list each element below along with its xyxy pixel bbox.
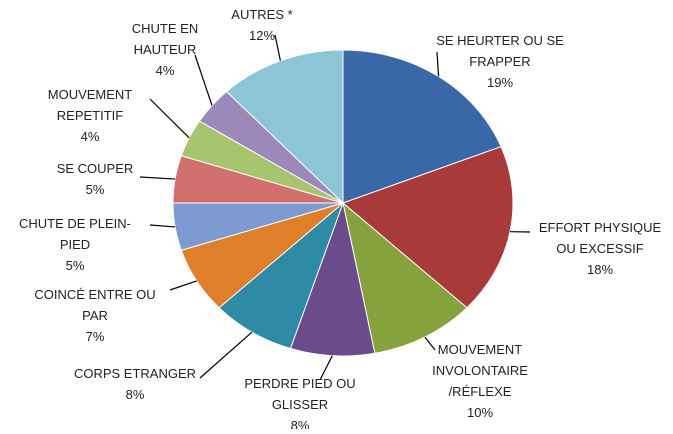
category-label: AUTRES *: [231, 7, 292, 22]
label-line: FRAPPER: [469, 54, 530, 69]
label-line: PIED: [60, 237, 90, 252]
label-line: MOUVEMENT: [438, 342, 523, 357]
label-line: AUTRES *: [231, 7, 292, 22]
label-line: SE COUPER: [57, 161, 134, 176]
leader-line: [275, 35, 280, 61]
category-label: CORPS ETRANGER: [74, 366, 196, 381]
label-line: OU EXCESSIF: [556, 241, 643, 256]
value-label: 8%: [126, 387, 145, 402]
label-line: PAR: [82, 308, 108, 323]
label-line: INVOLONTAIRE: [432, 363, 528, 378]
leader-line: [200, 332, 252, 378]
label-line: CHUTE EN: [132, 21, 198, 36]
leader-line: [170, 281, 197, 290]
leader-line: [150, 99, 189, 138]
value-label: 4%: [156, 63, 175, 78]
label-line: EFFORT PHYSIQUE: [539, 220, 662, 235]
value-label: 4%: [81, 129, 100, 144]
leader-line: [140, 177, 175, 179]
category-label: CHUTE DE PLEIN- PIED: [19, 216, 131, 252]
value-label: 10%: [467, 405, 493, 420]
leader-line: [425, 337, 435, 350]
label-line: /RÉFLEXE: [449, 384, 512, 399]
category-label: MOUVEMENT REPETITIF: [48, 87, 133, 123]
value-label: 8%: [291, 418, 310, 429]
label-line: CHUTE DE PLEIN-: [19, 216, 131, 231]
label-line: MOUVEMENT: [48, 87, 133, 102]
label-line: COINCÉ ENTRE OU: [34, 287, 155, 302]
value-label: 18%: [587, 262, 613, 277]
leader-line: [195, 55, 212, 105]
label-line: HAUTEUR: [134, 42, 197, 57]
value-label: 5%: [86, 182, 105, 197]
category-label: COINCÉ ENTRE OU PAR: [34, 287, 155, 323]
label-line: GLISSER: [272, 397, 328, 412]
value-label: 5%: [66, 258, 85, 273]
leader-line: [150, 225, 175, 227]
leader-line: [437, 52, 439, 76]
category-label: SE HEURTER OU SE FRAPPER: [436, 33, 564, 69]
label-line: CORPS ETRANGER: [74, 366, 196, 381]
category-label: SE COUPER: [57, 161, 134, 176]
label-line: PERDRE PIED OU: [244, 376, 355, 391]
label-line: REPETITIF: [57, 108, 124, 123]
category-label: CHUTE EN HAUTEUR: [132, 21, 198, 57]
label-line: SE HEURTER OU SE: [436, 33, 564, 48]
category-label: MOUVEMENT INVOLONTAIRE/RÉFLEXE: [432, 342, 528, 399]
value-label: 12%: [249, 28, 275, 43]
value-label: 7%: [86, 329, 105, 344]
value-label: 19%: [487, 75, 513, 90]
category-label: EFFORT PHYSIQUE OU EXCESSIF: [539, 220, 662, 256]
category-label: PERDRE PIED OU GLISSER: [244, 376, 355, 412]
